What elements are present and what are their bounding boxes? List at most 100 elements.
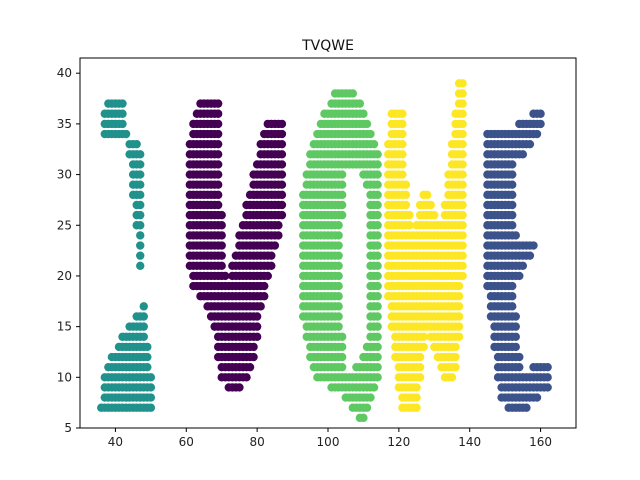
scatter-point xyxy=(508,190,517,200)
scatter-point xyxy=(454,281,464,291)
scatter-point xyxy=(139,332,148,341)
scatter-point xyxy=(508,160,517,169)
scatter-point xyxy=(334,322,343,331)
scatter-point xyxy=(412,383,421,392)
scatter-point xyxy=(213,170,223,179)
x-tick-label: 100 xyxy=(317,435,340,449)
scatter-point xyxy=(334,302,343,311)
scatter-point xyxy=(277,190,287,200)
scatter-point xyxy=(217,241,226,250)
chart-title: TVQWE xyxy=(301,38,354,54)
scatter-point xyxy=(426,200,435,210)
scatter-point xyxy=(511,322,520,331)
scatter-point xyxy=(373,281,382,291)
scatter-point xyxy=(217,210,226,220)
scatter-point xyxy=(536,109,545,118)
scatter-point xyxy=(543,373,552,382)
scatter-point xyxy=(337,190,347,200)
scatter-point xyxy=(525,139,535,149)
scatter-point xyxy=(515,352,524,362)
y-tick-label: 40 xyxy=(57,66,72,80)
scatter-point xyxy=(458,190,467,200)
scatter-point xyxy=(451,342,460,352)
scatter-point xyxy=(136,200,145,210)
scatter-point xyxy=(277,180,287,189)
scatter-point xyxy=(398,109,407,118)
scatter-point xyxy=(213,200,223,210)
scatter-point xyxy=(458,231,467,240)
scatter-point xyxy=(373,150,382,159)
scatter-point xyxy=(334,241,343,250)
y-axis: 5 10 15 20 25 30 35 40 xyxy=(57,66,80,435)
scatter-point xyxy=(267,251,276,260)
scatter-point xyxy=(458,251,467,260)
scatter-point xyxy=(213,180,223,189)
scatter-point xyxy=(132,139,141,149)
scatter-point xyxy=(118,99,127,108)
x-tick-label: 160 xyxy=(529,435,552,449)
scatter-point xyxy=(511,312,520,321)
scatter-point xyxy=(348,89,357,98)
scatter-point xyxy=(256,302,265,311)
scatter-point xyxy=(139,322,148,331)
scatter-point xyxy=(242,373,251,382)
scatter-point xyxy=(221,271,230,281)
scatter-point xyxy=(337,200,347,210)
scatter-point xyxy=(511,231,520,240)
scatter-point xyxy=(337,332,347,341)
series-t xyxy=(97,99,156,412)
scatter-point xyxy=(136,221,145,230)
scatter-point xyxy=(508,292,517,301)
scatter-point xyxy=(543,383,552,392)
scatter-point xyxy=(136,150,145,159)
scatter-point xyxy=(454,292,464,301)
plot-area xyxy=(79,57,577,429)
scatter-point xyxy=(277,150,287,159)
scatter-point xyxy=(252,312,262,321)
scatter-point xyxy=(529,241,538,250)
y-tick-label: 20 xyxy=(57,269,72,283)
scatter-point xyxy=(373,373,382,382)
scatter-point xyxy=(136,160,145,169)
scatter-point xyxy=(373,352,382,362)
scatter-point xyxy=(518,261,528,271)
scatter-point xyxy=(263,271,272,281)
scatter-point xyxy=(373,200,382,210)
scatter-point xyxy=(260,292,269,301)
scatter-point xyxy=(334,271,343,281)
scatter-point xyxy=(447,373,457,382)
scatter-point xyxy=(451,362,460,372)
scatter-point xyxy=(522,403,531,412)
scatter-point xyxy=(508,281,517,291)
scatter-point xyxy=(373,241,382,250)
scatter-point xyxy=(136,251,145,260)
scatter-point xyxy=(398,119,407,129)
scatter-point xyxy=(508,170,517,179)
scatter-point xyxy=(412,393,421,402)
scatter-point xyxy=(458,180,467,189)
scatter-point xyxy=(458,139,467,149)
scatter-point xyxy=(213,139,223,149)
y-tick-label: 15 xyxy=(57,320,72,334)
scatter-point xyxy=(245,362,255,372)
scatter-point xyxy=(373,261,382,271)
scatter-point xyxy=(430,210,439,220)
scatter-point xyxy=(373,312,382,321)
scatter-point xyxy=(274,231,283,240)
scatter-point xyxy=(419,332,428,341)
scatter-point xyxy=(277,119,287,129)
series-v xyxy=(185,99,287,392)
scatter-point xyxy=(136,261,145,271)
scatter-point xyxy=(213,160,223,169)
scatter-point xyxy=(359,413,368,423)
scatter-point xyxy=(543,362,552,372)
scatter-point xyxy=(146,393,156,402)
scatter-point xyxy=(369,139,379,149)
y-tick-label: 30 xyxy=(57,168,72,182)
scatter-point xyxy=(454,302,464,311)
scatter-point xyxy=(458,99,467,108)
scatter-point xyxy=(337,180,347,189)
scatter-point xyxy=(373,362,382,372)
scatter-point xyxy=(249,352,258,362)
scatter-point xyxy=(337,352,347,362)
